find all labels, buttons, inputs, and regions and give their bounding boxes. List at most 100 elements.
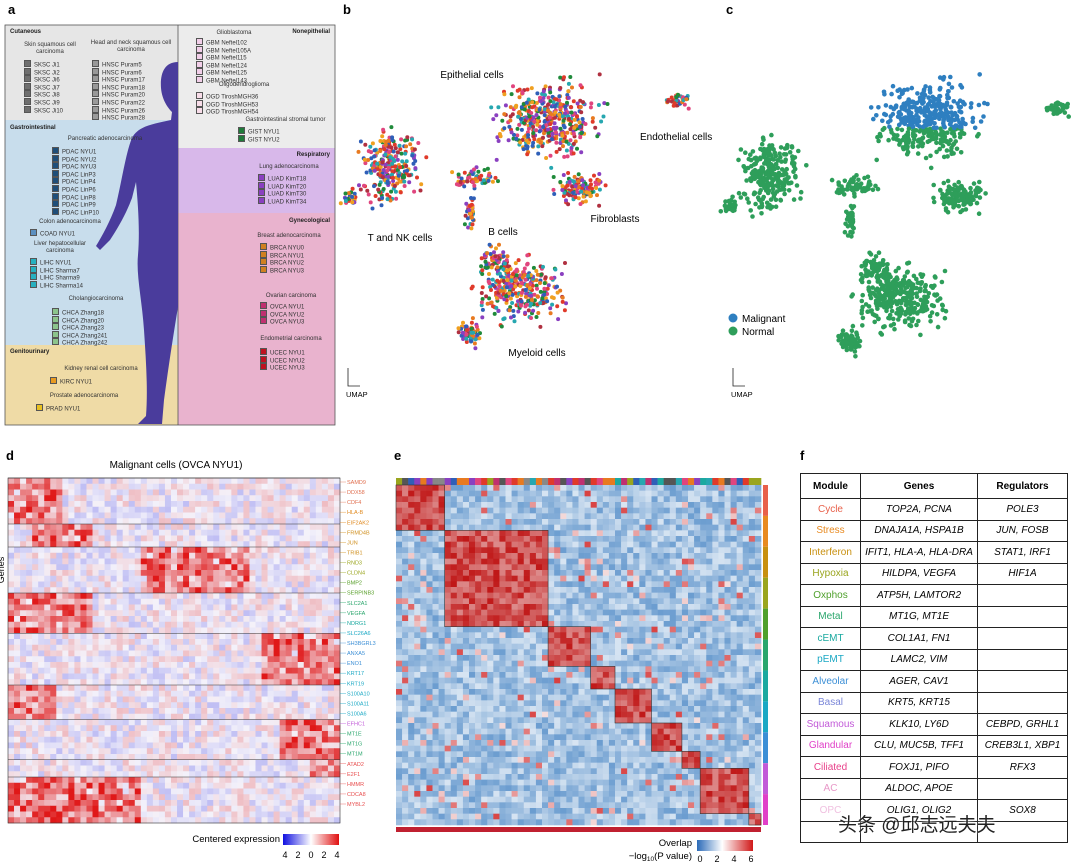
cell-point [868, 295, 874, 301]
heatmap-cell [279, 512, 286, 519]
heatmap-cell [158, 673, 166, 680]
heatmap-cell [116, 587, 123, 594]
heatmap-cell [62, 529, 69, 536]
heatmap-cell [291, 627, 299, 634]
heatmap-cell [333, 679, 341, 686]
heatmap-cell [32, 506, 39, 513]
cell-point [860, 323, 865, 328]
cell-point [918, 297, 924, 303]
cell-point [477, 336, 482, 341]
heatmap-cell [122, 575, 130, 582]
heatmap-cell [177, 552, 184, 559]
cell-point [849, 234, 854, 239]
heatmap-cell [110, 483, 117, 490]
heatmap-cell [225, 541, 232, 548]
heatmap-cell [237, 558, 244, 565]
cell-point [899, 298, 905, 304]
cell-point [527, 114, 532, 119]
heatmap-cell [177, 581, 184, 588]
heatmap-cell [297, 564, 305, 571]
heatmap-cell [243, 690, 250, 697]
cell-point [855, 340, 860, 346]
heatmap-cell [333, 552, 341, 559]
heatmap-cell [243, 483, 250, 490]
cell-point [571, 151, 576, 156]
heatmap-cell [201, 535, 208, 542]
heatmap-cell [219, 483, 226, 490]
cell-point [931, 303, 937, 309]
cell-point [932, 115, 938, 120]
heatmap-cell [309, 529, 317, 536]
heatmap-cell [110, 604, 117, 611]
heatmap-cell [231, 696, 238, 703]
heatmap-cell [152, 547, 160, 554]
heatmap-cell [219, 639, 226, 646]
heatmap-cell [303, 662, 311, 669]
cell-point [350, 186, 355, 191]
cell-point [356, 149, 361, 154]
cell-point [539, 272, 543, 277]
heatmap-cell [80, 529, 87, 536]
cell-point [571, 141, 576, 146]
cell-point [777, 172, 783, 178]
heatmap-cell [183, 633, 190, 640]
heatmap-cell [297, 495, 305, 502]
heatmap-cell [86, 495, 93, 502]
heatmap-cell [189, 581, 196, 588]
heatmap-cell [140, 541, 148, 548]
heatmap-cell [8, 564, 15, 571]
cell-point [760, 168, 765, 173]
heatmap-cell [56, 558, 63, 565]
heatmap-cell [68, 575, 75, 582]
cell-point [535, 272, 540, 277]
heatmap-cell [219, 501, 226, 508]
heatmap-cell [14, 506, 21, 513]
heatmap-cell [116, 558, 123, 565]
heatmap-cell [104, 621, 111, 628]
cell-point [899, 288, 905, 294]
cell-point [593, 125, 598, 130]
cell-point [882, 324, 887, 329]
cell-point [940, 133, 945, 138]
heatmap-cell [207, 616, 214, 623]
heatmap-cell [231, 575, 238, 582]
heatmap-cell [20, 495, 27, 502]
heatmap-cell [20, 673, 27, 680]
heatmap-cell [74, 593, 81, 600]
heatmap-cell [201, 604, 208, 611]
heatmap-cell [231, 535, 238, 542]
heatmap-cell [98, 541, 105, 548]
heatmap-cell [273, 667, 280, 674]
cell-point [878, 296, 883, 302]
cell-point [352, 191, 357, 196]
heatmap-cell [8, 506, 15, 513]
cell-point [537, 137, 541, 142]
heatmap-cell [297, 501, 305, 508]
heatmap-cell [32, 518, 39, 525]
cell-point [464, 340, 469, 344]
heatmap-cell [146, 535, 154, 542]
cell-point [464, 201, 469, 206]
heatmap-cell [201, 558, 208, 565]
cell-point [922, 294, 927, 300]
heatmap-cell [273, 587, 280, 594]
heatmap-cell [104, 483, 111, 490]
heatmap-cell [116, 512, 123, 519]
cell-point [910, 104, 915, 110]
heatmap-cell [38, 673, 45, 680]
cell-point [558, 180, 563, 184]
heatmap-cell [309, 656, 317, 663]
heatmap-cell [122, 690, 130, 697]
cell-point [976, 211, 982, 216]
cell-point [887, 316, 892, 321]
cell-point [395, 157, 400, 162]
heatmap-cell [8, 673, 15, 680]
heatmap-cell [249, 501, 256, 508]
heatmap-cell [110, 662, 117, 669]
heatmap-cell [285, 581, 293, 588]
heatmap-cell [213, 541, 220, 548]
heatmap-cell [110, 558, 117, 565]
heatmap-cell [110, 598, 117, 605]
heatmap-cell [20, 627, 27, 634]
